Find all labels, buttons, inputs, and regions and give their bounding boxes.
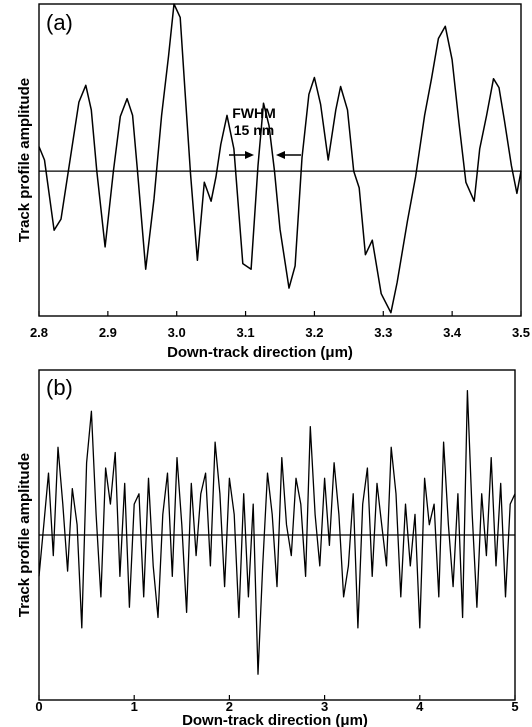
fwhm-value-label: 15 nm [234, 122, 274, 138]
fwhm-label: FWHM [232, 105, 276, 121]
x-tick-label-a-0: 2.8 [30, 325, 48, 340]
x-tick-label-b-3: 3 [321, 699, 328, 714]
x-tick-label-a-1: 2.9 [99, 325, 117, 340]
x-ticks-b: 0 1 2 3 4 5 [35, 695, 519, 714]
x-tick-label-a-3: 3.1 [237, 325, 255, 340]
x-tick-label-a-7: 3.5 [512, 325, 530, 340]
x-tick-label-a-4: 3.2 [305, 325, 323, 340]
panel-b: (b) 0 1 2 3 4 5 Down-track direction (μm) Tra… [16, 369, 519, 727]
x-tick-label-b-2: 2 [226, 699, 233, 714]
fwhm-right-arrow [276, 151, 301, 159]
fwhm-left-arrow [229, 151, 254, 159]
y-axis-label-a: Track profile amplitude [16, 78, 33, 242]
x-tick-label-b-5: 5 [511, 699, 518, 714]
panel-label-a: (a) [46, 10, 73, 35]
series-line-a [38, 3, 522, 314]
x-tick-label-a-5: 3.3 [374, 325, 392, 340]
x-tick-label-b-4: 4 [416, 699, 424, 714]
x-ticks-a: 2.8 2.9 3.0 3.1 3.2 3.3 3.4 3.5 [30, 311, 530, 340]
x-tick-label-a-2: 3.0 [168, 325, 186, 340]
x-axis-label-a: Down-track direction (μm) [167, 344, 353, 361]
x-axis-label-b: Down-track direction (μm) [182, 712, 368, 727]
plot-frame-a [38, 3, 522, 317]
panel-label-b: (b) [46, 375, 73, 400]
x-tick-label-b-1: 1 [131, 699, 138, 714]
panel-a: (a) 2.8 2.9 3.0 3.1 3.2 3.3 3.4 3.5 FWHM 15 nm … [16, 3, 530, 361]
y-axis-label-b: Track profile amplitude [16, 453, 33, 617]
x-tick-label-a-6: 3.4 [443, 325, 462, 340]
x-tick-label-b-0: 0 [35, 699, 42, 714]
series-line-b [38, 389, 516, 675]
